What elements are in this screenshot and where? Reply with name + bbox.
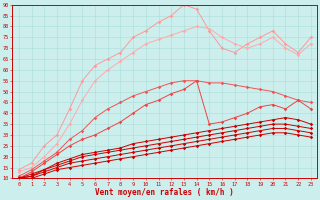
X-axis label: Vent moyen/en rafales ( km/h ): Vent moyen/en rafales ( km/h ) bbox=[95, 188, 234, 197]
